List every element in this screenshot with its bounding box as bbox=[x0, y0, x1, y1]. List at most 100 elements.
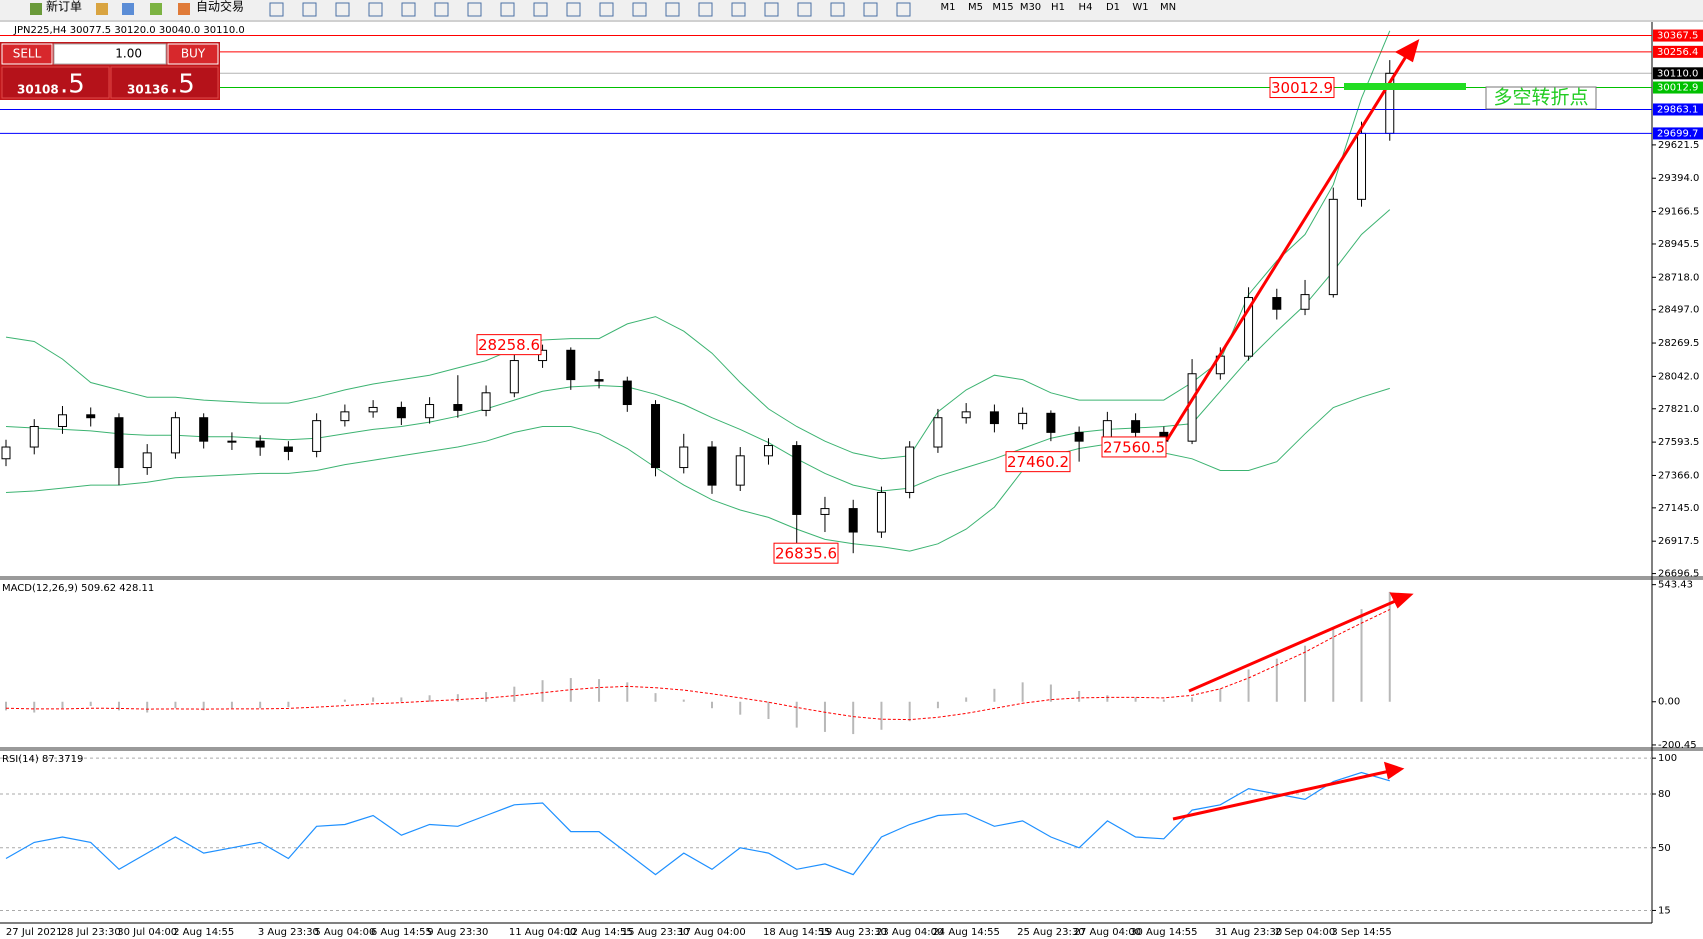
timeframe-button[interactable]: M1 bbox=[941, 2, 956, 13]
new-order-button[interactable]: 新订单 bbox=[46, 0, 82, 14]
toolbar-icon[interactable] bbox=[467, 2, 482, 17]
toolbar-icon[interactable] bbox=[632, 2, 647, 17]
candle-body bbox=[368, 406, 378, 413]
toolbar-icon[interactable] bbox=[434, 2, 449, 17]
y-tick-label: 28945.5 bbox=[1658, 239, 1699, 250]
x-tick-label: 23 Aug 04:00 bbox=[876, 927, 943, 938]
toolbar-icon[interactable] bbox=[401, 2, 416, 17]
toolbar-icon[interactable] bbox=[302, 2, 317, 17]
x-tick-label: 27 Aug 04:00 bbox=[1074, 927, 1141, 938]
x-tick-label: 15 Aug 23:30 bbox=[622, 927, 689, 938]
rsi-line bbox=[5, 771, 1390, 876]
sell-button[interactable] bbox=[1, 43, 53, 65]
toolbar-icon[interactable] bbox=[863, 2, 878, 17]
price-annotation: 27560.5 bbox=[1103, 438, 1165, 456]
buy-price-box[interactable] bbox=[110, 66, 219, 99]
auto-trade-icon[interactable] bbox=[178, 3, 190, 15]
buy-button[interactable] bbox=[167, 43, 219, 65]
toolbar-icon[interactable] bbox=[731, 2, 746, 17]
x-tick-label: 11 Aug 04:00 bbox=[509, 927, 576, 938]
toolbar-icon[interactable] bbox=[665, 2, 680, 17]
pivot-note: 多空转折点 bbox=[1493, 87, 1588, 109]
buy-label[interactable]: BUY bbox=[181, 47, 206, 61]
toolbar-icon[interactable] bbox=[698, 2, 713, 17]
y-tick-label: 27821.0 bbox=[1658, 404, 1699, 415]
x-tick-label: 3 Sep 14:55 bbox=[1331, 927, 1391, 938]
bollinger-band bbox=[5, 30, 1391, 460]
price-level-tag bbox=[1653, 127, 1703, 140]
panel-separator bbox=[0, 576, 1703, 580]
y-tick-label: 28269.5 bbox=[1658, 338, 1699, 349]
x-tick-label: 5 Aug 04:00 bbox=[314, 927, 375, 938]
toolbar-icon[interactable] bbox=[566, 2, 581, 17]
toolbar bbox=[0, 0, 1703, 20]
price-annotation: 30012.9 bbox=[1271, 79, 1333, 97]
timeframe-button[interactable]: H4 bbox=[1079, 2, 1093, 13]
sell-label[interactable]: SELL bbox=[13, 47, 42, 61]
candle-body bbox=[1074, 431, 1084, 442]
panel-separator bbox=[0, 747, 1703, 751]
timeframe-button[interactable]: D1 bbox=[1106, 2, 1120, 13]
price-annotation-box bbox=[1005, 451, 1071, 473]
candle-body bbox=[1131, 420, 1141, 433]
new-order-icon[interactable] bbox=[30, 3, 42, 15]
lot-value[interactable]: 1.00 bbox=[115, 47, 142, 61]
candle-body bbox=[566, 349, 576, 381]
timeframe-button[interactable]: M5 bbox=[968, 2, 983, 13]
candle-body bbox=[425, 404, 435, 419]
x-tick-label: 24 Aug 14:55 bbox=[932, 927, 999, 938]
toolbar-icon[interactable] bbox=[896, 2, 911, 17]
lot-input[interactable] bbox=[53, 43, 167, 65]
y-tick-label: 29621.5 bbox=[1658, 140, 1699, 151]
timeframe-button[interactable]: M30 bbox=[1020, 2, 1041, 13]
timeframe-button[interactable]: H1 bbox=[1051, 2, 1065, 13]
price-level-label: 29699.7 bbox=[1657, 128, 1698, 139]
x-tick-label: 3 Aug 23:30 bbox=[258, 927, 319, 938]
price-level-tag bbox=[1653, 103, 1703, 116]
timeframe-button[interactable]: W1 bbox=[1132, 2, 1148, 13]
candle-body bbox=[340, 411, 350, 422]
price-level-tag bbox=[1653, 29, 1703, 42]
y-tick-label: 27145.0 bbox=[1658, 503, 1699, 514]
y-tick-label: 15 bbox=[1658, 905, 1671, 916]
toolbar-icon[interactable] bbox=[533, 2, 548, 17]
chart-title: JPN225,H4 30077.5 30120.0 30040.0 30110.… bbox=[13, 25, 245, 36]
note-box bbox=[1485, 86, 1597, 110]
toolbar-icon[interactable] bbox=[797, 2, 812, 17]
indicator-title: RSI(14) 87.3719 bbox=[2, 754, 83, 765]
candle-body bbox=[848, 508, 858, 533]
price-level-label: 30256.4 bbox=[1657, 47, 1698, 58]
toolbar-icon[interactable] bbox=[368, 2, 383, 17]
price-level-label: 30110.0 bbox=[1657, 68, 1698, 79]
candle-body bbox=[29, 426, 39, 448]
candle-body bbox=[1272, 297, 1282, 310]
toolbar-icon[interactable] bbox=[335, 2, 350, 17]
auto-trade-button[interactable]: 自动交易 bbox=[196, 0, 244, 14]
x-tick-label: 2 Aug 14:55 bbox=[173, 927, 234, 938]
indicator-title: MACD(12,26,9) 509.62 428.11 bbox=[2, 583, 154, 594]
toolbar-icon[interactable] bbox=[96, 3, 108, 15]
toolbar-icon[interactable] bbox=[500, 2, 515, 17]
candle-body bbox=[1300, 294, 1310, 310]
y-tick-label: 26917.5 bbox=[1658, 536, 1699, 547]
x-tick-label: 27 Jul 2021 bbox=[6, 927, 63, 938]
toolbar-icon[interactable] bbox=[764, 2, 779, 17]
x-tick-label: 17 Aug 04:00 bbox=[678, 927, 745, 938]
timeframe-button[interactable]: MN bbox=[1160, 2, 1176, 13]
y-tick-label: 28497.0 bbox=[1658, 305, 1699, 316]
y-tick-label: 80 bbox=[1658, 789, 1671, 800]
toolbar-icon[interactable] bbox=[830, 2, 845, 17]
sell-price-box[interactable] bbox=[1, 66, 110, 99]
toolbar-icon[interactable] bbox=[122, 3, 134, 15]
x-tick-label: 18 Aug 14:55 bbox=[763, 927, 830, 938]
candle-body bbox=[1018, 412, 1028, 425]
price-annotation-box bbox=[476, 334, 542, 356]
y-tick-label: 28042.0 bbox=[1658, 371, 1699, 382]
toolbar-icon[interactable] bbox=[269, 2, 284, 17]
toolbar-icon[interactable] bbox=[150, 3, 162, 15]
price-annotation-box bbox=[1269, 77, 1335, 99]
candle-body bbox=[453, 404, 463, 411]
toolbar-icon[interactable] bbox=[599, 2, 614, 17]
x-tick-label: 19 Aug 23:30 bbox=[819, 927, 886, 938]
timeframe-button[interactable]: M15 bbox=[992, 2, 1013, 13]
